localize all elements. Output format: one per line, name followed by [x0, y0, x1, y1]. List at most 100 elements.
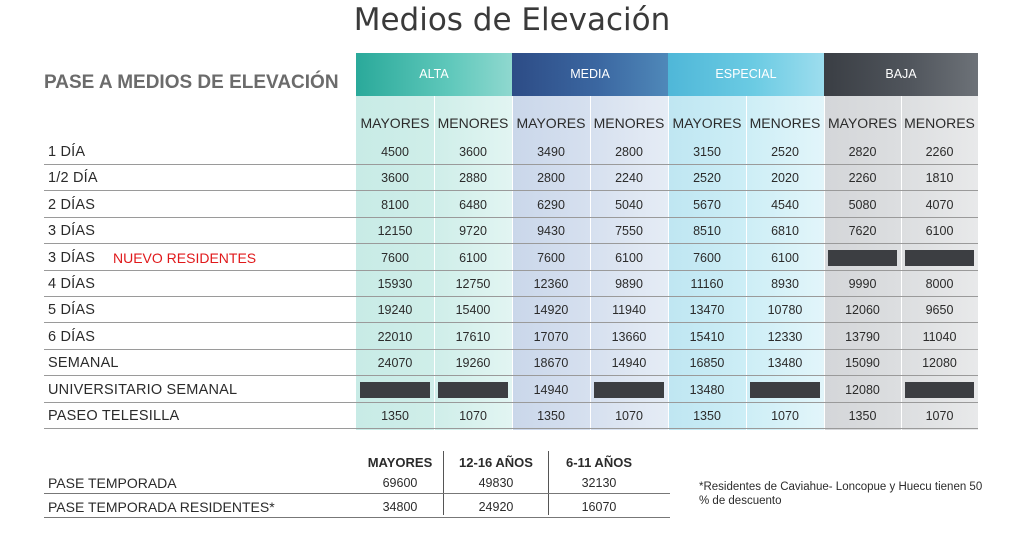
price-cell: 32130 — [581, 476, 617, 490]
table-row: 4 DÍAS 15930 12750 12360 9890 11160 8930 9990 80… — [44, 271, 978, 297]
price-cell: 2240 — [615, 171, 643, 186]
price-cell: 3490 — [537, 145, 565, 159]
table-row: PASEO TELESILLA 1350 1070 1350 1070 1350 1070 1… — [44, 403, 978, 429]
table-row: 5 DÍAS 19240 15400 14920 11940 13470 10780 1206… — [44, 297, 978, 324]
row-divider — [44, 517, 670, 518]
price-cell: 19240 — [377, 303, 413, 318]
price-cell: 8510 — [693, 224, 721, 239]
price-cell: 3600 — [381, 171, 409, 186]
column-divider — [668, 96, 669, 430]
column-divider — [590, 96, 591, 430]
subheader-mayores: MAYORES — [516, 115, 586, 131]
section-title: PASE A MEDIOS DE ELEVACIÓN — [44, 72, 339, 93]
price-cell: 1070 — [615, 409, 643, 423]
season-header-especial: ESPECIAL — [668, 53, 824, 96]
price-cell: 12750 — [455, 277, 491, 291]
price-cell: 12080 — [922, 356, 957, 371]
subheader-menores: MENORES — [437, 115, 509, 131]
price-cell: 7550 — [615, 224, 643, 239]
unavailable-price-block — [438, 381, 508, 398]
row-divider — [44, 428, 978, 429]
price-cell: 15410 — [689, 329, 725, 344]
price-cell: 2260 — [925, 145, 954, 159]
column-divider — [512, 96, 513, 430]
price-cell: 3150 — [693, 145, 721, 159]
price-cell: 6480 — [459, 197, 487, 212]
subheader-mayores: MAYORES — [672, 115, 742, 131]
price-cell: 14920 — [533, 303, 569, 318]
price-cell: 14940 — [533, 382, 569, 397]
price-cell: 16850 — [689, 356, 725, 371]
price-cell: 15930 — [377, 277, 413, 291]
row-divider — [44, 296, 978, 297]
table-row: SEMANAL 24070 19260 18670 14940 16850 13480 150… — [44, 350, 978, 377]
row-label: 2 DÍAS — [48, 196, 96, 213]
row-label: 5 DÍAS — [48, 302, 96, 319]
row-label: PASE TEMPORADA RESIDENTES* — [48, 499, 275, 515]
row-label: 1/2 DÍA — [48, 170, 98, 187]
price-cell: 8100 — [381, 197, 409, 212]
residents-discount-note: *Residentes de Caviahue- Loncopue y Huec… — [699, 481, 983, 507]
price-cell: 11040 — [922, 329, 957, 344]
price-cell: 14940 — [611, 356, 647, 371]
season-header-media: MEDIA — [512, 53, 668, 96]
price-cell: 2260 — [848, 171, 877, 186]
table-row: 1/2 DÍA 3600 2880 2800 2240 2520 2020 2260 1810 — [44, 165, 978, 192]
row-divider — [44, 216, 978, 218]
row-label: PASEO TELESILLA — [48, 408, 180, 424]
price-cell: 11160 — [690, 277, 724, 291]
row-label: 3 DÍAS — [48, 249, 96, 266]
price-cell: 18670 — [533, 356, 569, 371]
price-cell: 8930 — [771, 277, 799, 291]
price-cell: 4500 — [381, 145, 409, 159]
price-cell: 2800 — [615, 145, 643, 159]
price-cell: 2800 — [537, 171, 565, 186]
table-row: 3 DÍAS NUEVO RESIDENTES 7600 6100 7600 6100 76… — [44, 245, 978, 271]
subheader-menores: MENORES — [593, 115, 665, 131]
price-cell: 2520 — [693, 171, 721, 186]
price-cell: 15090 — [845, 356, 880, 371]
price-cell: 1350 — [848, 409, 877, 423]
row-label: 3 DÍAS — [48, 223, 96, 240]
row-label: 6 DÍAS — [48, 328, 96, 345]
price-cell: 2880 — [459, 171, 487, 186]
price-cell: 1350 — [537, 409, 565, 423]
row-divider — [44, 164, 978, 165]
table-row: 2 DÍAS 8100 6480 6290 5040 5670 4540 5080 4070 — [44, 192, 978, 218]
table-row: 6 DÍAS 22010 17610 17070 13660 15410 12330 1379… — [44, 324, 978, 350]
season-pass-row: PASE TEMPORADA RESIDENTES* 34800 24920 1607… — [44, 496, 670, 518]
table-row: UNIVERSITARIO SEMANAL 14940 13480 12080 — [44, 377, 978, 403]
price-cell: 9430 — [537, 224, 565, 239]
column-divider — [434, 96, 435, 430]
column-divider — [548, 451, 549, 515]
price-cell: 13660 — [611, 329, 647, 344]
unavailable-price-block — [360, 381, 430, 398]
row-label: 1 DÍA — [48, 144, 86, 160]
row-label-highlight: NUEVO RESIDENTES — [113, 249, 257, 266]
column-divider — [824, 96, 825, 430]
price-cell: 9990 — [848, 277, 877, 291]
price-cell: 1070 — [771, 409, 799, 423]
price-cell: 1350 — [381, 409, 409, 423]
price-cell: 13480 — [689, 382, 725, 397]
price-cell: 17070 — [533, 329, 569, 344]
price-cell: 2520 — [771, 145, 799, 159]
price-cell: 6100 — [771, 250, 799, 265]
unavailable-price-block — [594, 381, 664, 398]
unavailable-price-block — [905, 249, 974, 266]
unavailable-price-block — [905, 381, 974, 398]
price-cell: 13480 — [767, 356, 803, 371]
row-divider — [44, 269, 978, 271]
column-divider — [443, 451, 444, 515]
unavailable-price-block — [750, 381, 820, 398]
price-cell: 9890 — [615, 277, 643, 291]
price-cell: 24070 — [377, 356, 413, 371]
price-cell: 2820 — [848, 145, 877, 159]
price-cell: 6810 — [771, 224, 799, 239]
table-row: 1 DÍA 4500 3600 3490 2800 3150 2520 2820 2260 — [44, 139, 978, 165]
price-cell: 5670 — [693, 197, 721, 212]
price-cell: 1350 — [693, 409, 721, 423]
season-pass-header: 6-11 AÑOS — [566, 455, 632, 470]
price-cell: 5080 — [848, 197, 877, 212]
price-cell: 16070 — [581, 500, 617, 514]
